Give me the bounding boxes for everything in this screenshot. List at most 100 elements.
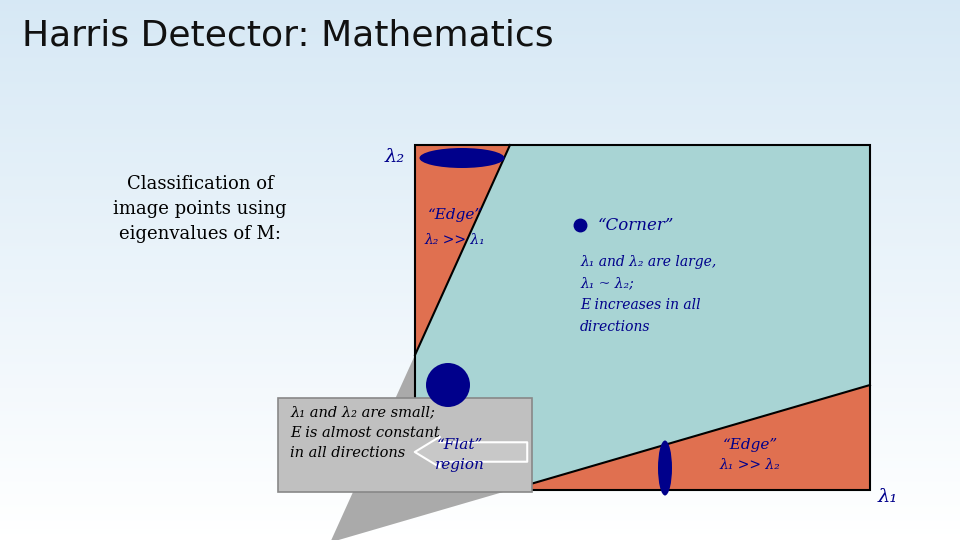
Bar [0, 421, 960, 422]
Bar [0, 289, 960, 290]
Bar [0, 513, 960, 514]
Bar [0, 264, 960, 265]
Bar [0, 73, 960, 74]
Bar [0, 48, 960, 49]
Bar [0, 220, 960, 221]
Circle shape [426, 363, 470, 407]
Bar [0, 517, 960, 518]
Bar [0, 429, 960, 430]
Bar [0, 368, 960, 369]
Bar [0, 99, 960, 100]
Bar [0, 147, 960, 148]
Bar [0, 356, 960, 357]
Bar [0, 538, 960, 539]
Bar [0, 109, 960, 110]
Bar [0, 469, 960, 470]
Bar [0, 132, 960, 133]
Bar [0, 261, 960, 262]
Bar [0, 416, 960, 417]
Bar [0, 473, 960, 474]
Bar [0, 1, 960, 2]
Text: region: region [435, 458, 485, 472]
Bar [0, 198, 960, 199]
Bar [0, 347, 960, 348]
Bar [0, 162, 960, 163]
Bar [0, 31, 960, 32]
Bar [0, 364, 960, 365]
Bar [0, 191, 960, 192]
Bar [0, 233, 960, 234]
Bar [0, 87, 960, 88]
Bar [0, 432, 960, 433]
Bar [0, 151, 960, 152]
Bar [0, 15, 960, 16]
Bar [0, 490, 960, 491]
Bar [0, 146, 960, 147]
Text: Classification of
image points using
eigenvalues of M:: Classification of image points using eig… [113, 175, 287, 243]
Bar [0, 376, 960, 377]
Bar [0, 212, 960, 213]
Bar [0, 458, 960, 459]
Bar [0, 215, 960, 216]
Bar [0, 39, 960, 40]
Bar [0, 385, 960, 386]
Bar [0, 357, 960, 358]
Bar [0, 349, 960, 350]
Bar [0, 262, 960, 263]
Bar [0, 468, 960, 469]
Bar [0, 255, 960, 256]
Bar [0, 144, 960, 145]
Bar [0, 335, 960, 336]
Bar [0, 235, 960, 236]
Bar [0, 303, 960, 304]
Bar [0, 68, 960, 69]
Bar [0, 217, 960, 218]
Bar [0, 428, 960, 429]
Bar [0, 92, 960, 93]
Bar [0, 317, 960, 318]
Bar [0, 407, 960, 408]
Bar [0, 154, 960, 155]
Bar [0, 173, 960, 174]
Bar [0, 463, 960, 464]
Bar [0, 332, 960, 333]
Bar [0, 501, 960, 502]
Bar [0, 483, 960, 484]
Bar [0, 24, 960, 25]
Bar [0, 314, 960, 315]
Bar [0, 11, 960, 12]
Bar [0, 481, 960, 482]
Bar [0, 59, 960, 60]
Text: Harris Detector: Mathematics: Harris Detector: Mathematics [22, 18, 554, 52]
Bar [0, 520, 960, 521]
Bar [0, 194, 960, 195]
Bar [0, 231, 960, 232]
Bar [0, 167, 960, 168]
Bar [0, 193, 960, 194]
Bar [0, 475, 960, 476]
Bar [0, 78, 960, 79]
Bar [0, 207, 960, 208]
Bar [0, 197, 960, 198]
Bar [0, 286, 960, 287]
Bar [0, 305, 960, 306]
Text: “Flat”: “Flat” [437, 438, 483, 452]
Bar [0, 524, 960, 525]
Bar [0, 206, 960, 207]
Polygon shape [415, 145, 870, 490]
Bar [0, 84, 960, 85]
Bar [0, 102, 960, 103]
Bar [0, 26, 960, 27]
Bar [0, 200, 960, 201]
Bar [0, 413, 960, 414]
Bar [0, 232, 960, 233]
Bar [0, 33, 960, 34]
Bar [0, 351, 960, 352]
Bar [0, 321, 960, 322]
Bar [0, 40, 960, 41]
Bar [0, 291, 960, 292]
Bar [0, 493, 960, 494]
Bar [0, 339, 960, 340]
Bar [0, 297, 960, 298]
Bar [0, 444, 960, 445]
